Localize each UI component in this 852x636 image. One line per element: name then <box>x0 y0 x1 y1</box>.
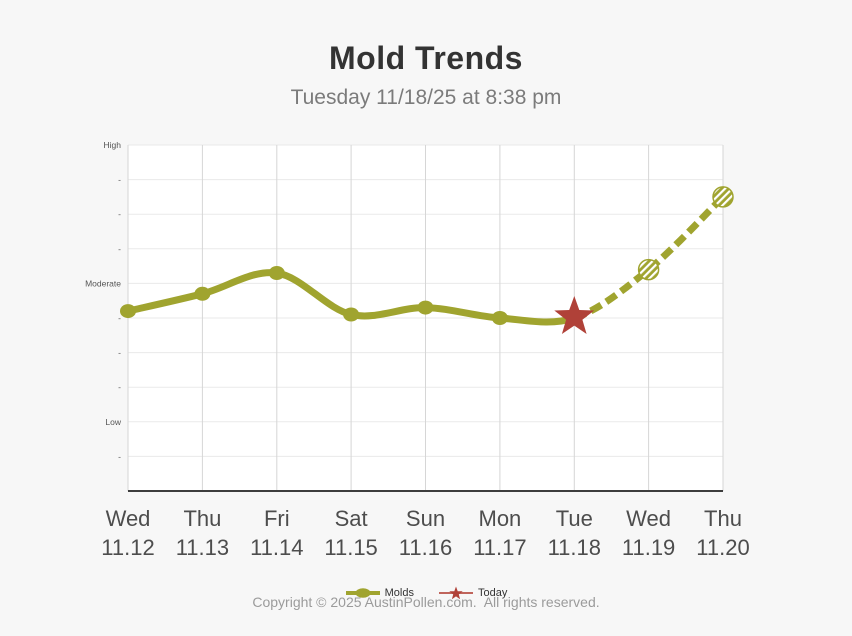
molds-point-marker <box>417 300 434 315</box>
forecast-hatched-marker <box>712 186 734 208</box>
x-label-date: 11.18 <box>548 535 601 560</box>
x-label-day: Thu <box>704 506 742 531</box>
x-label-date: 11.14 <box>250 535 303 560</box>
legend-item-today: Today <box>438 586 507 600</box>
y-tick-label: Moderate <box>85 278 121 288</box>
x-label-date: 11.16 <box>399 535 452 560</box>
y-tick-label: - <box>118 348 121 358</box>
molds-point-marker <box>343 307 360 322</box>
x-label-day: Wed <box>626 506 671 531</box>
today-star-swatch-icon <box>438 586 473 600</box>
y-tick-label: - <box>118 244 121 254</box>
x-label-day: Wed <box>106 506 151 531</box>
today-star-marker <box>554 296 595 334</box>
molds-line-forecast <box>573 194 726 322</box>
x-label-day: Mon <box>479 506 522 531</box>
x-label-day: Fri <box>264 506 290 531</box>
page-title: Mold Trends <box>329 40 523 76</box>
y-tick-label: - <box>118 382 121 392</box>
x-label-date: 11.15 <box>324 535 377 560</box>
legend-item-molds: Molds <box>345 586 414 600</box>
molds-point-marker <box>194 286 211 301</box>
report-datetime: Tuesday 11/18/25 at 8:38 pm <box>290 86 562 109</box>
forecast-hatched-marker <box>637 258 660 281</box>
chart-legend: Molds Today <box>0 586 852 600</box>
y-tick-label: - <box>118 451 121 461</box>
x-label-date: 11.20 <box>696 535 749 560</box>
x-label-day: Tue <box>556 506 593 531</box>
legend-label-today: Today <box>477 587 508 599</box>
x-label-day: Sat <box>335 506 368 531</box>
x-label-day: Sun <box>406 506 445 531</box>
x-label-date: 11.13 <box>176 535 229 560</box>
y-tick-label: Low <box>105 417 121 427</box>
y-tick-label: High <box>104 140 122 150</box>
molds-point-marker <box>491 311 508 325</box>
molds-line-swatch-icon <box>345 588 380 598</box>
y-tick-label: - <box>118 209 121 219</box>
x-label-date: 11.12 <box>101 535 154 560</box>
x-label-day: Thu <box>183 506 221 531</box>
molds-point-marker <box>120 304 136 319</box>
x-label-date: 11.17 <box>473 535 526 560</box>
legend-label-molds: Molds <box>384 587 414 599</box>
y-tick-label: - <box>118 313 121 323</box>
x-label-date: 11.19 <box>622 535 675 560</box>
molds-point-marker <box>268 266 285 280</box>
y-tick-label: - <box>118 175 121 185</box>
copyright-text: Copyright © 2025 AustinPollen.com. All r… <box>252 594 600 610</box>
